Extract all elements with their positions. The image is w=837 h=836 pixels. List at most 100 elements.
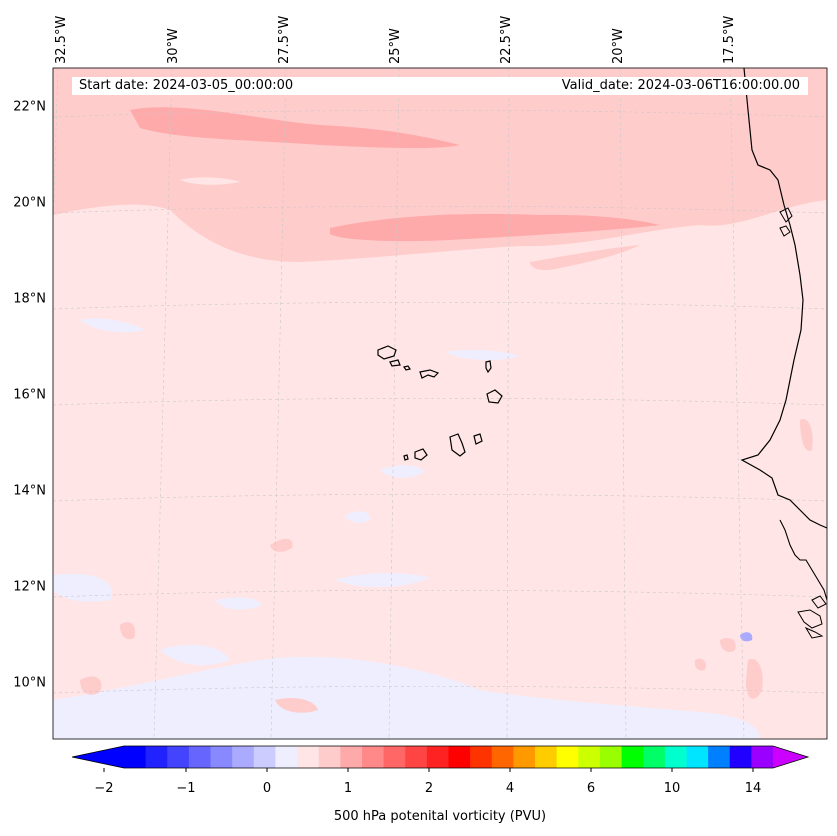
africa-coast-islands	[797, 595, 827, 639]
colorbar-tick-label: 10	[663, 781, 681, 796]
pv-contour-low-4	[53, 573, 112, 602]
colorbar-swatch	[253, 746, 277, 768]
pv-contour-low-2	[445, 349, 520, 361]
africa-coastline	[740, 68, 827, 529]
pv-contour-high-6	[275, 698, 318, 713]
pv-contour-low-8	[160, 644, 230, 666]
cape-verde-islands	[377, 345, 503, 461]
colorbar-swatch	[578, 746, 601, 768]
graticule	[53, 68, 827, 739]
colorbar	[71, 745, 810, 772]
colorbar-title: 500 hPa potenital vorticity (PVU)	[333, 809, 547, 824]
valid-date-text: Valid_date: 2024-03-06T16:00:00.00	[561, 78, 800, 93]
colorbar-swatch	[383, 746, 406, 768]
colorbar-swatch	[167, 746, 190, 768]
lat-label-18n: 18°N	[13, 291, 46, 307]
colorbar-swatch	[708, 746, 731, 768]
colorbar-swatch	[470, 746, 493, 768]
colorbar-tick-label: −2	[94, 781, 114, 796]
pv-contour-high-9	[740, 632, 753, 642]
colorbar-outline	[71, 745, 810, 769]
colorbar-swatch	[556, 746, 579, 768]
colorbar-tick-label: −1	[176, 781, 196, 796]
colorbar-tick-label: 0	[262, 781, 272, 796]
pv-contour-band-east	[530, 245, 640, 270]
colorbar-swatch	[643, 746, 666, 768]
colorbar-swatch	[340, 746, 363, 768]
colorbar-tick-label: 2	[424, 781, 434, 796]
island-santo-antao	[377, 345, 397, 360]
colorbar-tick-label: 4	[505, 781, 515, 796]
lat-label-22n: 22°N	[13, 99, 46, 115]
colorbar-swatch	[318, 746, 341, 768]
island-maio	[473, 433, 483, 445]
lat-label-16n: 16°N	[13, 387, 46, 403]
pv-contour-low-6	[215, 597, 262, 610]
pv-field	[53, 68, 827, 739]
colorbar-swatch	[599, 746, 623, 768]
banc-d-arguin-islets	[779, 207, 793, 237]
colorbar-swatch	[210, 746, 233, 768]
pv-contour-north-core	[130, 107, 460, 149]
colorbar-swatch	[188, 746, 212, 768]
lat-label-20n: 20°N	[13, 195, 46, 211]
colorbar-swatch	[145, 746, 168, 768]
colorbar-swatch	[535, 746, 558, 768]
pv-contour-high-8	[694, 658, 706, 671]
colorbar-swatch	[361, 746, 385, 768]
lon-label-32-5w: 32.5°W	[54, 15, 69, 64]
colorbar-tick-label: 1	[343, 781, 353, 796]
colorbar-swatch	[513, 746, 536, 768]
start-date-text: Start date: 2024-03-05_00:00:00	[79, 78, 294, 93]
colorbar-swatch	[448, 746, 471, 768]
pv-contour-low-5	[335, 573, 430, 588]
island-santiago	[449, 433, 466, 457]
colorbar-swatch	[686, 746, 709, 768]
pv-contour-high-2	[80, 676, 102, 695]
lon-label-17-5w: 17.5°W	[722, 15, 737, 64]
colorbar-swatch	[124, 746, 147, 768]
island-sal	[485, 360, 492, 374]
pv-contour-low-3	[380, 465, 425, 478]
island-santa-luzia	[403, 365, 411, 371]
lon-label-27-5w: 27.5°W	[277, 15, 292, 64]
pv-contour-north-light	[180, 177, 240, 185]
island-brava	[403, 454, 409, 461]
africa-coast-guinea	[779, 519, 827, 601]
colorbar-swatch	[751, 746, 774, 768]
lat-label-12n: 12°N	[13, 579, 46, 595]
colorbar-swatch	[426, 746, 450, 768]
lon-label-30w: 30°W	[166, 28, 181, 64]
pv-contour-high-5	[720, 638, 736, 652]
date-header: Start date: 2024-03-05_00:00:00 Valid_da…	[72, 77, 808, 95]
colorbar-swatch	[405, 746, 428, 768]
colorbar-tick-label: 6	[586, 781, 596, 796]
colorbar-extend-min	[72, 746, 124, 768]
lon-label-25w: 25°W	[388, 28, 403, 64]
colorbar-extend-max	[773, 746, 808, 768]
pv-contour-high-4	[745, 659, 763, 699]
colorbar-tick-label: 14	[744, 781, 762, 796]
pv-contour-north-core-2	[330, 213, 660, 242]
lat-label-14n: 14°N	[13, 483, 46, 499]
pv-contour-low-7	[53, 656, 760, 739]
map-frame	[52, 67, 828, 740]
island-sao-nicolau	[419, 369, 440, 379]
pv-contour-low-1	[80, 318, 145, 333]
colorbar-swatch	[232, 746, 255, 768]
island-fogo	[414, 448, 428, 461]
lat-label-10n: 10°N	[13, 675, 46, 691]
colorbar-swatch	[621, 746, 644, 768]
lon-label-22-5w: 22.5°W	[499, 15, 514, 64]
island-sao-vicente	[389, 359, 401, 367]
colorbar-swatch	[491, 746, 514, 768]
colorbar-swatch	[275, 746, 298, 768]
colorbar-swatch	[297, 746, 320, 768]
lon-label-20w: 20°W	[611, 28, 626, 64]
pv-contour-high-3	[120, 622, 136, 640]
island-boa-vista	[486, 389, 503, 404]
pv-contour-high-7	[800, 419, 813, 451]
pv-contour-low-9	[345, 511, 371, 523]
colorbar-swatch	[729, 746, 752, 768]
